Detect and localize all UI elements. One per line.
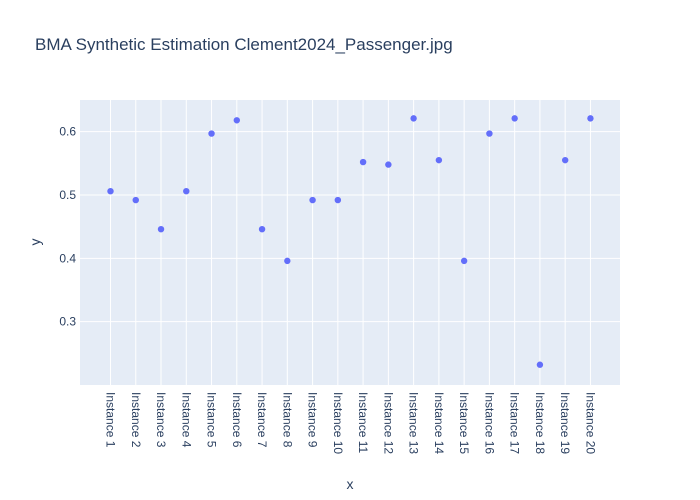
x-tick-label: Instance 4: [179, 392, 193, 448]
data-point: [107, 188, 114, 195]
data-point: [157, 226, 165, 233]
data-point: [309, 196, 316, 204]
x-tick-label: Instance 19: [558, 392, 572, 454]
x-tick-label: Instance 14: [432, 392, 446, 454]
x-tick-label: Instance 5: [205, 392, 219, 448]
data-point: [511, 115, 518, 122]
data-point: [233, 117, 240, 124]
data-point: [258, 226, 266, 233]
plot-area: [80, 100, 620, 385]
data-point: [561, 156, 569, 164]
x-tick-label: Instance 1: [104, 392, 118, 448]
x-tick-label: Instance 7: [255, 392, 269, 448]
grid-lines: [80, 100, 620, 385]
x-tick-label: Instance 2: [129, 392, 143, 448]
x-tick-label: Instance 15: [457, 392, 471, 454]
x-axis-title: x: [347, 476, 354, 492]
x-tick-label: Instance 8: [280, 392, 294, 448]
data-point: [410, 115, 417, 122]
data-point: [284, 257, 291, 265]
data-point: [183, 188, 190, 195]
x-tick-label: Instance 11: [356, 392, 370, 453]
x-tick-label: Instance 3: [154, 392, 168, 448]
x-tick-label: Instance 12: [381, 392, 395, 454]
y-axis-ticks: 0.3 0.4 0.5 0.6: [59, 125, 76, 329]
data-point: [435, 156, 443, 164]
y-tick-label: 0.4: [59, 251, 76, 265]
y-tick-label: 0.6: [59, 125, 76, 139]
data-point: [385, 161, 392, 168]
y-tick-label: 0.3: [59, 315, 76, 329]
data-point: [208, 130, 215, 137]
data-point: [486, 130, 493, 137]
x-tick-label: Instance 10: [331, 392, 345, 454]
x-axis-ticks: Instance 1 Instance 2 Instance 3 Instance 4…: [104, 392, 598, 454]
data-points: [107, 115, 594, 368]
x-tick-label: Instance 20: [583, 392, 597, 454]
y-axis-title: y: [27, 239, 43, 246]
data-point: [536, 361, 544, 368]
data-point: [359, 158, 367, 166]
x-tick-label: Instance 13: [407, 392, 421, 454]
data-point: [334, 196, 342, 204]
x-tick-label: Instance 9: [306, 392, 320, 448]
y-tick-label: 0.5: [59, 188, 76, 202]
x-tick-label: Instance 17: [508, 392, 522, 454]
data-point: [132, 196, 139, 204]
x-tick-label: Instance 6: [230, 392, 244, 448]
x-tick-label: Instance 16: [482, 392, 496, 454]
x-tick-label: Instance 18: [533, 392, 547, 454]
chart-title: BMA Synthetic Estimation Clement2024_Pas…: [35, 35, 453, 54]
data-point: [587, 115, 594, 122]
data-point: [460, 257, 468, 265]
